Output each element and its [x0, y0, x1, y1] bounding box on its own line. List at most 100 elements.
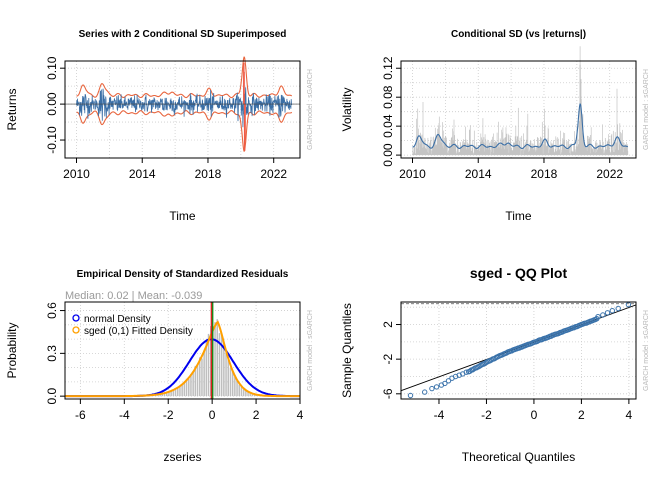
x-tick-label: 2022 — [260, 167, 287, 181]
y-axis-label: Returns — [5, 88, 19, 130]
y-tick-label: 2 — [381, 321, 395, 328]
histogram-bar — [247, 391, 249, 397]
y-tick-label: 0.08 — [381, 85, 395, 109]
qq-point — [429, 385, 435, 392]
histogram-bar — [177, 388, 179, 397]
histogram-bar — [161, 393, 164, 397]
chart-title: Empirical Density of Standardized Residu… — [77, 269, 289, 280]
histogram-bar — [216, 319, 218, 397]
x-tick-label: 2022 — [596, 167, 623, 181]
chart-title: Conditional SD (vs |returns|) — [451, 29, 586, 40]
x-tick-label: -4 — [119, 408, 130, 422]
histogram-bar — [218, 333, 221, 397]
qq-point — [467, 368, 473, 374]
qq-point — [595, 314, 601, 320]
x-tick-label: -4 — [434, 408, 445, 422]
histogram-bar — [166, 392, 168, 397]
histogram-bar — [249, 392, 251, 397]
x-tick-label: 4 — [626, 408, 633, 422]
histogram-bar — [238, 384, 240, 397]
histogram-bar — [253, 394, 256, 397]
x-tick-label: -2 — [163, 408, 174, 422]
qq-point — [609, 308, 615, 314]
x-tick-label: 2 — [578, 408, 585, 422]
y-tick-label: 0.00 — [45, 92, 59, 116]
qq-point — [442, 380, 448, 387]
qq-panel: -4 -2 0 2 4 -6 -2 2 Theoretical Quantiles Sample … — [340, 265, 650, 464]
y-axis-label: Volatility — [340, 87, 354, 131]
histogram-bar — [229, 367, 232, 397]
histogram-bar — [220, 334, 223, 397]
x-tick-label: 2010 — [63, 167, 90, 181]
returns-panel: 2010 2014 2018 2022 -0.10 0.00 0.10 Time Returns… — [5, 29, 314, 223]
x-axis-label: Time — [505, 209, 532, 223]
legend-label-sged: sged (0,1) Fitted Density — [84, 326, 193, 337]
plot-frame — [400, 60, 637, 159]
histogram-bar — [225, 352, 227, 397]
legend-marker-normal — [72, 314, 80, 322]
histogram-bar — [223, 342, 225, 397]
histogram-bar — [196, 365, 199, 397]
legend-marker-sged — [72, 326, 80, 334]
qq-point — [422, 389, 428, 395]
histogram-bar — [236, 380, 238, 397]
model-side-label: GARCH model : sGARCH — [643, 310, 650, 391]
qq-point — [604, 310, 611, 316]
upper-2sd-band — [76, 56, 293, 99]
x-axis-label: Time — [169, 209, 196, 223]
y-axis-label: Probability — [5, 322, 19, 378]
histogram-bar — [203, 350, 205, 397]
plot-frame — [400, 301, 637, 400]
histogram-bar — [199, 357, 201, 397]
legend-label-normal: normal Density — [84, 314, 151, 325]
y-tick-label: -0.10 — [45, 126, 59, 154]
x-tick-label: 2018 — [195, 167, 222, 181]
y-tick-label: -2 — [381, 354, 395, 365]
y-tick-label: 0.10 — [45, 56, 59, 80]
plot-frame — [64, 301, 301, 400]
y-tick-label: 0.00 — [381, 143, 395, 167]
histogram-bar — [159, 394, 161, 397]
histogram-bar — [168, 391, 170, 397]
qq-point — [463, 369, 469, 375]
y-tick-label: -6 — [381, 388, 395, 399]
chart-title: Series with 2 Conditional SD Superimpose… — [79, 29, 287, 40]
qq-point — [445, 378, 452, 384]
qq-point — [407, 392, 414, 399]
histogram-bar — [190, 374, 192, 397]
abs-returns-series — [412, 46, 629, 156]
histogram-bar — [179, 386, 181, 397]
x-tick-label: 0 — [531, 408, 538, 422]
histogram-bar — [207, 333, 210, 397]
y-axis-label: Sample Quantiles — [340, 303, 354, 398]
x-tick-label: -6 — [75, 408, 86, 422]
histogram-bar — [231, 371, 234, 397]
x-tick-label: 2014 — [129, 167, 156, 181]
qq-point — [600, 312, 606, 318]
y-tick-label: 0.0 — [45, 387, 59, 404]
chart-title: sged - QQ Plot — [470, 265, 568, 281]
sged-density-curve — [65, 320, 300, 398]
histogram-bar — [174, 389, 177, 397]
returns-series — [76, 74, 293, 128]
histogram-bar — [185, 378, 188, 397]
model-side-label: GARCH model : sGARCH — [307, 310, 314, 391]
qq-point — [615, 305, 621, 312]
histogram-bar — [170, 390, 172, 397]
histogram-bar — [194, 365, 197, 397]
y-tick-label: 0.3 — [45, 345, 59, 362]
x-tick-label: 2 — [253, 408, 260, 422]
x-axis-label: Theoretical Quantiles — [462, 450, 575, 464]
model-side-label: GARCH model : sGARCH — [307, 69, 314, 150]
histogram-bar — [214, 322, 216, 397]
histogram-bar — [172, 390, 175, 397]
x-tick-label: 0 — [209, 408, 216, 422]
histogram-bar — [251, 393, 254, 397]
histogram-bar — [201, 358, 203, 397]
histogram-bar — [245, 390, 247, 397]
histogram-bar — [183, 382, 186, 397]
histogram-bar — [242, 389, 245, 397]
